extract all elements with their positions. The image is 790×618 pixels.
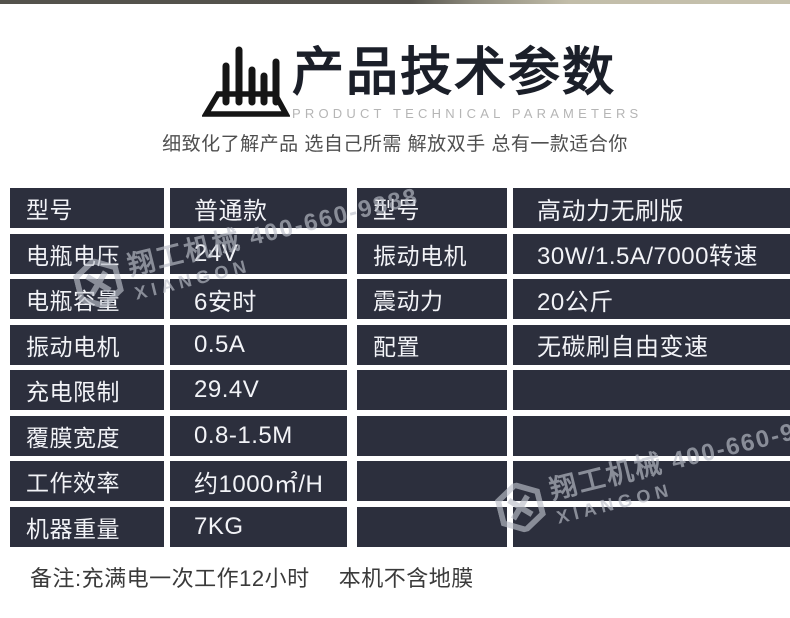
bar-chart-stand-icon	[202, 46, 290, 117]
header: 产品技术参数 PRODUCT TECHNICAL PARAMETERS	[292, 44, 643, 121]
spec-table-standard: 型号 普通款 电瓶电压 24V 电瓶容量 6安时 振动电机 0.5A 充电限制 …	[10, 188, 347, 547]
tagline: 细致化了解产品 选自己所需 解放双手 总有一款适合你	[162, 134, 628, 155]
page-subtitle: PRODUCT TECHNICAL PARAMETERS	[292, 106, 643, 121]
spec-value: 0.8-1.5M	[170, 415, 347, 456]
spec-value	[513, 461, 790, 501]
table-row: 震动力 20公斤	[357, 279, 790, 319]
spec-label: 机器重量	[10, 506, 164, 547]
table-row	[357, 415, 790, 456]
table-row: 工作效率 约1000㎡/H	[10, 461, 347, 501]
spec-value: 高动力无刷版	[513, 188, 790, 228]
table-row: 型号 高动力无刷版	[357, 188, 790, 228]
spec-label	[357, 415, 507, 456]
table-row: 配置 无碳刷自由变速	[357, 324, 790, 365]
spec-value: 29.4V	[170, 370, 347, 410]
spec-value: 约1000㎡/H	[170, 461, 347, 501]
spec-value: 0.5A	[170, 324, 347, 365]
spec-label: 电瓶容量	[10, 279, 164, 319]
spec-label: 振动电机	[357, 233, 507, 274]
spec-value: 6安时	[170, 279, 347, 319]
page-edge-strip	[0, 0, 790, 4]
spec-value: 7KG	[170, 506, 347, 547]
spec-label	[357, 370, 507, 410]
table-row	[357, 370, 790, 410]
table-row: 振动电机 30W/1.5A/7000转速	[357, 233, 790, 274]
spec-value: 24V	[170, 233, 347, 274]
table-row: 电瓶电压 24V	[10, 233, 347, 274]
spec-label: 充电限制	[10, 370, 164, 410]
spec-value	[513, 506, 790, 547]
table-row: 充电限制 29.4V	[10, 370, 347, 410]
spec-label: 型号	[10, 188, 164, 228]
spec-value	[513, 415, 790, 456]
footer-note: 备注:充满电一次工作12小时 本机不含地膜	[30, 566, 474, 591]
spec-label: 型号	[357, 188, 507, 228]
spec-label: 振动电机	[10, 324, 164, 365]
spec-table-brushless: 型号 高动力无刷版 振动电机 30W/1.5A/7000转速 震动力 20公斤 …	[357, 188, 790, 547]
spec-label: 电瓶电压	[10, 233, 164, 274]
spec-value	[513, 370, 790, 410]
spec-label	[357, 461, 507, 501]
page-title: 产品技术参数	[292, 44, 617, 102]
spec-label: 震动力	[357, 279, 507, 319]
spec-value: 30W/1.5A/7000转速	[513, 233, 790, 274]
spec-label	[357, 506, 507, 547]
table-row	[357, 506, 790, 547]
table-row: 机器重量 7KG	[10, 506, 347, 547]
spec-label: 覆膜宽度	[10, 415, 164, 456]
table-row: 型号 普通款	[10, 188, 347, 228]
spec-label: 工作效率	[10, 461, 164, 501]
table-row	[357, 461, 790, 501]
spec-label: 配置	[357, 324, 507, 365]
table-row: 电瓶容量 6安时	[10, 279, 347, 319]
table-row: 振动电机 0.5A	[10, 324, 347, 365]
spec-value: 20公斤	[513, 279, 790, 319]
spec-value: 普通款	[170, 188, 347, 228]
table-row: 覆膜宽度 0.8-1.5M	[10, 415, 347, 456]
spec-value: 无碳刷自由变速	[513, 324, 790, 365]
